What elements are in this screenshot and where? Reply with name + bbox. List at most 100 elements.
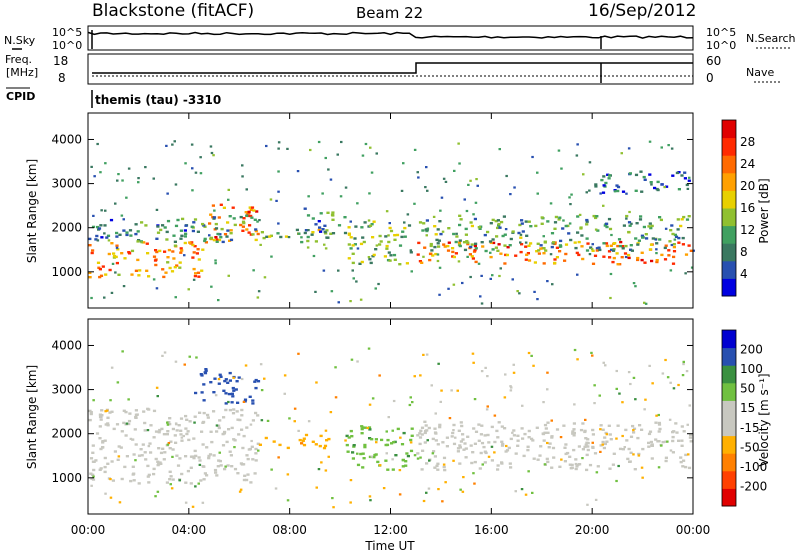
velocity-cell bbox=[217, 378, 221, 381]
velocity-cell bbox=[419, 429, 423, 432]
power-cell bbox=[640, 258, 644, 262]
velocity-cell bbox=[657, 421, 661, 425]
power-cell bbox=[416, 171, 419, 174]
power-cell bbox=[664, 244, 668, 247]
velocity-cell bbox=[199, 479, 203, 482]
velocity-cell bbox=[687, 466, 692, 470]
velocity-cell bbox=[109, 478, 112, 481]
power-cell bbox=[601, 191, 606, 194]
velocity-cell bbox=[288, 417, 291, 420]
power-cell bbox=[540, 216, 544, 219]
power-cell bbox=[375, 152, 378, 155]
power-cell bbox=[211, 204, 215, 207]
velocity-cell bbox=[457, 429, 461, 432]
velocity-cell bbox=[390, 442, 394, 445]
power-cell bbox=[489, 251, 492, 254]
power-cell bbox=[527, 259, 532, 262]
velocity-cell bbox=[497, 421, 501, 424]
power-cell bbox=[458, 239, 462, 242]
velocity-cell bbox=[458, 462, 462, 465]
power-cell bbox=[564, 252, 568, 256]
power-cell bbox=[546, 220, 550, 223]
velocity-cell bbox=[422, 353, 425, 356]
velocity-cell bbox=[325, 439, 329, 442]
velocity-cell bbox=[621, 434, 624, 438]
power-cell bbox=[213, 209, 216, 212]
velocity-cell bbox=[329, 411, 333, 414]
y-tick-label: 2000 bbox=[51, 427, 82, 441]
velocity-cell bbox=[500, 440, 504, 443]
power-cell bbox=[307, 229, 310, 232]
velocity-cell bbox=[373, 453, 377, 457]
power-cell bbox=[216, 232, 220, 236]
velocity-cell bbox=[146, 464, 150, 468]
velocity-cell bbox=[230, 465, 234, 468]
velocity-cell bbox=[347, 436, 351, 439]
power-cell bbox=[268, 235, 272, 238]
velocity-cell bbox=[674, 422, 678, 425]
power-cell bbox=[212, 238, 216, 242]
power-cell bbox=[371, 255, 375, 258]
velocity-cell bbox=[272, 440, 276, 443]
power-cell bbox=[187, 288, 190, 291]
power-cell bbox=[383, 255, 387, 258]
power-cell bbox=[663, 258, 668, 261]
velocity-cell bbox=[92, 468, 96, 472]
power-cell bbox=[655, 252, 658, 255]
velocity-cell bbox=[322, 446, 327, 450]
power-cell bbox=[519, 236, 523, 239]
velocity-cell bbox=[224, 408, 228, 412]
velocity-cell bbox=[409, 438, 413, 442]
power-cell bbox=[400, 189, 404, 192]
velocity-cell bbox=[298, 438, 302, 442]
velocity-cell bbox=[315, 486, 318, 489]
power-cell bbox=[212, 216, 217, 219]
power-cell bbox=[480, 241, 484, 244]
power-cell bbox=[178, 266, 182, 269]
velocity-cell bbox=[470, 461, 474, 465]
power-cell bbox=[219, 203, 223, 206]
velocity-cell bbox=[101, 441, 105, 444]
velocity-cell bbox=[352, 444, 356, 447]
power-cell bbox=[539, 244, 543, 247]
velocity-cell bbox=[480, 424, 484, 427]
velocity-cell bbox=[174, 441, 178, 444]
power-cell bbox=[497, 222, 501, 226]
power-cell bbox=[347, 257, 351, 260]
power-cell bbox=[161, 268, 165, 271]
power-cell bbox=[227, 198, 230, 201]
velocity-cell bbox=[99, 415, 103, 419]
velocity-cell bbox=[484, 366, 487, 369]
power-cell bbox=[326, 236, 330, 239]
power-cell bbox=[670, 147, 674, 150]
power-cell bbox=[398, 244, 403, 247]
velocity-cell bbox=[401, 458, 405, 462]
velocity-cell bbox=[572, 422, 576, 425]
power-cell bbox=[637, 239, 641, 242]
power-cell bbox=[592, 214, 596, 218]
power-cell bbox=[452, 232, 456, 236]
velocity-cell bbox=[157, 447, 161, 450]
velocity-cell bbox=[125, 455, 129, 458]
velocity-cell bbox=[671, 435, 675, 439]
power-cell bbox=[489, 255, 493, 259]
power-cell bbox=[136, 240, 140, 243]
velocity-cell bbox=[496, 436, 500, 439]
velocity-cell bbox=[193, 421, 196, 424]
velocity-cell bbox=[547, 446, 551, 449]
velocity-cell bbox=[599, 444, 603, 447]
power-cell bbox=[244, 211, 248, 214]
velocity-cell bbox=[230, 401, 234, 404]
power-cell bbox=[534, 224, 538, 228]
velocity-cell bbox=[602, 446, 606, 450]
power-cell bbox=[96, 239, 100, 242]
power-cell bbox=[474, 242, 478, 245]
velocity-cell bbox=[250, 445, 254, 448]
power-cell bbox=[638, 218, 643, 221]
colorbar-swatch bbox=[722, 418, 736, 437]
velocity-cell bbox=[165, 433, 169, 436]
power-cell bbox=[379, 240, 383, 243]
power-cell bbox=[536, 192, 539, 195]
power-cell bbox=[97, 266, 101, 269]
